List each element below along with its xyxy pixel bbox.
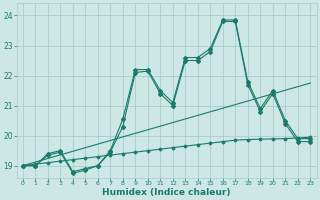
- X-axis label: Humidex (Indice chaleur): Humidex (Indice chaleur): [102, 188, 231, 197]
